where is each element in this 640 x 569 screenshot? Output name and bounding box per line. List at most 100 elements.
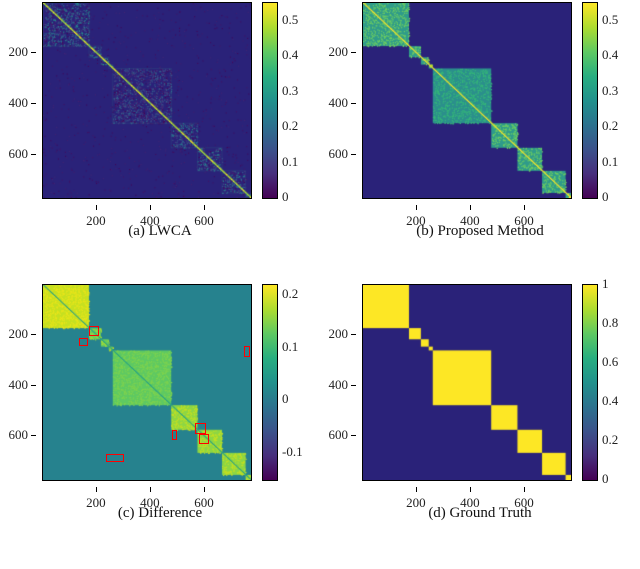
y-tick-mark xyxy=(31,103,36,104)
x-tick-label: 400 xyxy=(140,213,160,229)
y-tick-label: 600 xyxy=(9,146,29,162)
x-tick-label: 400 xyxy=(460,495,480,511)
x-tick-mark xyxy=(416,487,417,492)
colorbar-tick-label: 0.3 xyxy=(278,83,298,99)
panel-b-plot-row: 200400600200400600 00.10.20.30.40.5 xyxy=(362,2,598,199)
caption-c: (c) Difference xyxy=(118,505,202,522)
colorbar-tick-label: 0.3 xyxy=(598,83,618,99)
red-box xyxy=(79,338,88,346)
heatmap-wrap-d: 200400600200400600 xyxy=(362,284,572,481)
colorbar-tick-label: 0.5 xyxy=(598,12,618,28)
colorbar-wrap-a: 00.10.20.30.40.5 xyxy=(262,2,278,199)
red-box xyxy=(106,454,124,462)
colorbar-wrap-c: -0.100.10.2 xyxy=(262,284,278,481)
y-tick-label: 200 xyxy=(9,326,29,342)
x-tick-mark xyxy=(150,487,151,492)
y-tick-mark xyxy=(351,334,356,335)
x-tick-label: 600 xyxy=(514,495,534,511)
y-tick-label: 400 xyxy=(9,377,29,393)
y-tick-mark xyxy=(31,435,36,436)
x-tick-label: 200 xyxy=(86,213,106,229)
colorbar-tick-label: 0.2 xyxy=(278,118,298,134)
x-tick-mark xyxy=(470,205,471,210)
x-tick-label: 600 xyxy=(194,213,214,229)
y-tick-mark xyxy=(351,154,356,155)
x-tick-label: 600 xyxy=(194,495,214,511)
panel-b: 200400600200400600 00.10.20.30.40.5 (b) … xyxy=(320,2,640,284)
y-tick-label: 600 xyxy=(9,427,29,443)
panel-a: 200400600200400600 00.10.20.30.40.5 (a) … xyxy=(0,2,320,284)
x-tick-mark xyxy=(96,487,97,492)
panel-d-plot-row: 200400600200400600 00.20.40.60.81 xyxy=(362,284,598,481)
red-box xyxy=(89,326,99,336)
x-tick-label: 600 xyxy=(514,213,534,229)
x-tick-label: 200 xyxy=(406,495,426,511)
colorbar-tick-label: 0.4 xyxy=(598,47,618,63)
heatmap-d xyxy=(362,284,572,481)
colorbar-tick-label: 0.4 xyxy=(278,47,298,63)
red-box xyxy=(199,434,209,444)
colorbar-tick-label: 0.1 xyxy=(278,339,298,355)
x-tick-mark xyxy=(150,205,151,210)
colorbar-tick-label: 0.2 xyxy=(278,286,298,302)
x-tick-label: 400 xyxy=(140,495,160,511)
y-tick-mark xyxy=(351,52,356,53)
colorbar xyxy=(262,2,278,199)
colorbar-tick-label: 0.4 xyxy=(598,393,618,409)
y-tick-mark xyxy=(31,154,36,155)
colorbar-wrap-b: 00.10.20.30.40.5 xyxy=(582,2,598,199)
colorbar-tick-label: 0.1 xyxy=(598,154,618,170)
figure-grid: 200400600200400600 00.10.20.30.40.5 (a) … xyxy=(0,0,640,565)
colorbar-tick-label: 1 xyxy=(598,276,609,292)
colorbar-tick-label: 0.8 xyxy=(598,315,618,331)
colorbar xyxy=(582,2,598,199)
colorbar-wrap-d: 00.20.40.60.81 xyxy=(582,284,598,481)
y-tick-mark xyxy=(351,435,356,436)
x-tick-mark xyxy=(96,205,97,210)
x-tick-mark xyxy=(204,205,205,210)
x-tick-mark xyxy=(416,205,417,210)
y-tick-label: 400 xyxy=(9,95,29,111)
colorbar-tick-label: 0.5 xyxy=(278,12,298,28)
y-tick-label: 200 xyxy=(329,44,349,60)
y-tick-label: 600 xyxy=(329,427,349,443)
panel-a-plot-row: 200400600200400600 00.10.20.30.40.5 xyxy=(42,2,278,199)
panel-c-plot-row: 200400600200400600 -0.100.10.2 xyxy=(42,284,278,481)
x-tick-label: 200 xyxy=(86,495,106,511)
y-tick-mark xyxy=(351,103,356,104)
heatmap-wrap-b: 200400600200400600 xyxy=(362,2,572,199)
heatmap-wrap-a: 200400600200400600 xyxy=(42,2,252,199)
colorbar xyxy=(582,284,598,481)
y-tick-mark xyxy=(351,385,356,386)
panel-c: 200400600200400600 -0.100.10.2 (c) Diffe… xyxy=(0,284,320,566)
y-tick-mark xyxy=(31,334,36,335)
x-tick-mark xyxy=(470,487,471,492)
y-tick-mark xyxy=(31,52,36,53)
caption-a: (a) LWCA xyxy=(128,223,191,240)
x-tick-mark xyxy=(204,487,205,492)
colorbar-tick-label: 0.2 xyxy=(598,432,618,448)
colorbar-tick-label: 0 xyxy=(278,189,289,205)
red-box xyxy=(172,430,177,440)
red-box xyxy=(195,423,206,433)
heatmap-wrap-c: 200400600200400600 xyxy=(42,284,252,481)
y-tick-label: 200 xyxy=(9,44,29,60)
colorbar-tick-label: 0.6 xyxy=(598,354,618,370)
x-tick-label: 200 xyxy=(406,213,426,229)
colorbar-tick-label: 0 xyxy=(278,391,289,407)
heatmap-b xyxy=(362,2,572,199)
heatmap-c xyxy=(42,284,252,481)
colorbar-tick-label: 0 xyxy=(598,471,609,487)
colorbar xyxy=(262,284,278,481)
y-tick-label: 400 xyxy=(329,95,349,111)
x-tick-mark xyxy=(524,205,525,210)
x-tick-label: 400 xyxy=(460,213,480,229)
heatmap-a xyxy=(42,2,252,199)
colorbar-tick-label: 0 xyxy=(598,189,609,205)
panel-d: 200400600200400600 00.20.40.60.81 (d) Gr… xyxy=(320,284,640,566)
y-tick-mark xyxy=(31,385,36,386)
colorbar-tick-label: 0.2 xyxy=(598,118,618,134)
y-tick-label: 200 xyxy=(329,326,349,342)
red-box xyxy=(244,346,250,357)
colorbar-tick-label: -0.1 xyxy=(278,444,303,460)
